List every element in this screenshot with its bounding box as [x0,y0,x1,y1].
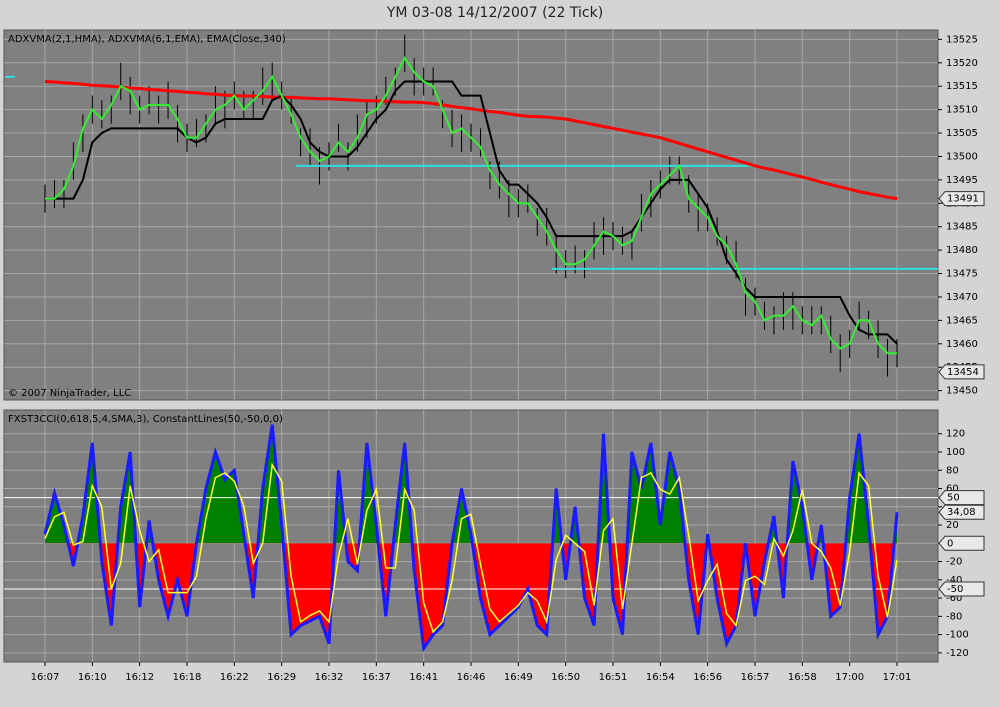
value-marker [938,504,985,520]
y-tick-label: 13495 [946,175,978,186]
chart-title: YM 03-08 14/12/2007 (22 Tick) [386,5,603,21]
x-tick-label: 16:10 [78,672,107,683]
x-tick-label: 17:00 [835,672,864,683]
value-marker [938,535,985,551]
x-tick-label: 16:07 [31,672,60,683]
value-marker [938,581,985,597]
x-tick-label: 17:01 [883,672,912,683]
y-tick-label: 13510 [946,105,978,116]
value-marker [938,191,985,207]
y-tick-label: 13505 [946,128,978,139]
x-tick-label: 16:51 [599,672,628,683]
x-tick-label: 16:56 [693,672,722,683]
y-tick-label: 60 [946,484,959,495]
value-marker [938,490,985,506]
panel-label: FXST3CCI(0,618,5,4,SMA,3), ConstantLines… [8,414,283,425]
value-marker-label: 13454 [947,367,979,378]
x-tick-label: 16:54 [646,672,675,683]
y-tick-label: -120 [946,648,969,659]
y-tick-label: -80 [946,611,962,622]
y-tick-label: 100 [946,447,965,458]
y-tick-label: 20 [946,520,959,531]
oscillator-line [44,462,898,634]
x-tick-label: 16:37 [362,672,391,683]
x-tick-label: 16:41 [409,672,438,683]
y-tick-label: -40 [946,575,962,586]
y-tick-label: 13520 [946,58,978,69]
y-tick-label: -20 [946,557,962,568]
indicator-line [44,80,898,201]
value-marker-label: 13491 [947,194,979,205]
y-tick-label: 13460 [946,339,978,350]
y-tick-label: 13485 [946,222,978,233]
value-marker-label: -50 [947,584,963,595]
x-tick-label: 16:57 [741,672,770,683]
x-tick-label: 16:46 [457,672,486,683]
value-marker-label: 50 [947,493,960,504]
y-tick-label: -60 [946,593,962,604]
y-tick-label: 13465 [946,315,978,326]
value-marker [938,364,985,380]
x-tick-label: 16:32 [315,672,344,683]
y-tick-label: 13480 [946,245,978,256]
y-tick-label: 13470 [946,292,978,303]
oscillator-line [43,424,899,653]
value-marker-label: 0 [947,538,953,549]
x-tick-label: 16:22 [220,672,249,683]
y-tick-label: 80 [946,465,959,476]
value-marker-label: 34,08 [947,507,976,518]
copyright: © 2007 NinjaTrader, LLC [8,388,131,399]
panel-label: ADXVMA(2,1,HMA), ADXVMA(6,1,EMA), EMA(Cl… [8,34,286,45]
y-tick-label: 13525 [946,34,978,45]
y-tick-label: 13515 [946,81,978,92]
x-tick-label: 16:49 [504,672,533,683]
indicator-line [45,56,897,355]
x-tick-label: 16:18 [173,672,202,683]
y-tick-label: 13450 [946,386,978,397]
x-tick-label: 16:58 [788,672,817,683]
y-tick-label: -100 [946,630,969,641]
x-tick-label: 16:12 [125,672,154,683]
y-tick-label: 13500 [946,151,978,162]
positive-fill [45,424,897,544]
x-tick-label: 16:29 [267,672,296,683]
y-tick-label: 13475 [946,269,978,280]
x-tick-label: 16:50 [551,672,580,683]
y-tick-label: 120 [946,429,965,440]
